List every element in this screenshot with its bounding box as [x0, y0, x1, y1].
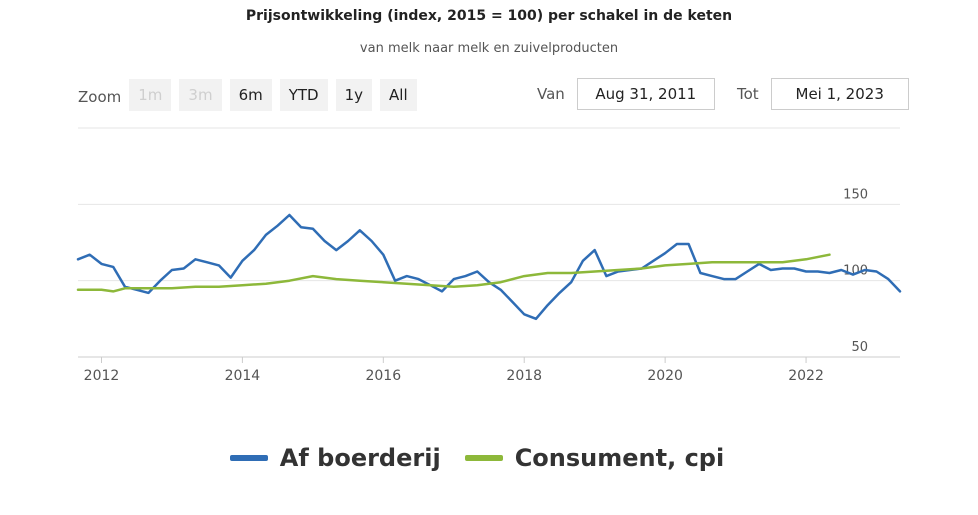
x-tick-label: 2022 — [788, 368, 824, 384]
series-line-consumer — [76, 253, 831, 293]
legend-item-consumer[interactable]: Consument, cpi — [464, 444, 725, 472]
legend-item-farm[interactable]: Af boerderij — [229, 444, 441, 472]
legend-label-farm: Af boerderij — [279, 444, 441, 472]
legend-swatch-consumer — [464, 455, 503, 461]
x-tick-label: 2014 — [225, 368, 261, 384]
line-chart: 50 100 150 2012 2014 2016 2018 2020 2022 — [76, 127, 902, 384]
zoom-ytd-button[interactable]: YTD — [279, 79, 328, 111]
y-tick-label: 50 — [851, 340, 868, 355]
chart-title: Prijsontwikkeling (index, 2015 = 100) pe… — [245, 8, 733, 24]
zoom-6m-button[interactable]: 6m — [229, 79, 272, 111]
range-to: Tot Mei 1, 2023 — [737, 78, 909, 110]
x-tick-label: 2018 — [506, 368, 542, 384]
range-from-label: Van — [537, 85, 565, 103]
range-to-label: Tot — [737, 85, 759, 103]
zoom-1m-button[interactable]: 1m — [129, 79, 172, 111]
zoom-all-button[interactable]: All — [380, 79, 417, 111]
chart-subtitle: van melk naar melk en zuivelproducten — [359, 41, 619, 56]
x-tick-label: 2020 — [647, 368, 683, 384]
x-tick-label: 2016 — [365, 368, 401, 384]
series-line-farm — [76, 213, 902, 321]
zoom-label: Zoom — [78, 87, 122, 106]
range-from: Van Aug 31, 2011 — [537, 78, 715, 110]
legend-label-consumer: Consument, cpi — [514, 444, 725, 472]
legend: Af boerderij Consument, cpi — [0, 444, 978, 472]
x-tick-label: 2012 — [84, 368, 120, 384]
y-tick-label: 100 — [843, 264, 868, 279]
legend-swatch-farm — [229, 455, 268, 461]
range-to-input[interactable]: Mei 1, 2023 — [770, 78, 909, 110]
range-from-input[interactable]: Aug 31, 2011 — [576, 78, 715, 110]
zoom-1y-button[interactable]: 1y — [335, 79, 373, 111]
zoom-3m-button[interactable]: 3m — [179, 79, 222, 111]
zoom-controls: Zoom 1m 3m 6m YTD 1y All — [78, 79, 425, 111]
y-tick-label: 150 — [843, 187, 868, 202]
